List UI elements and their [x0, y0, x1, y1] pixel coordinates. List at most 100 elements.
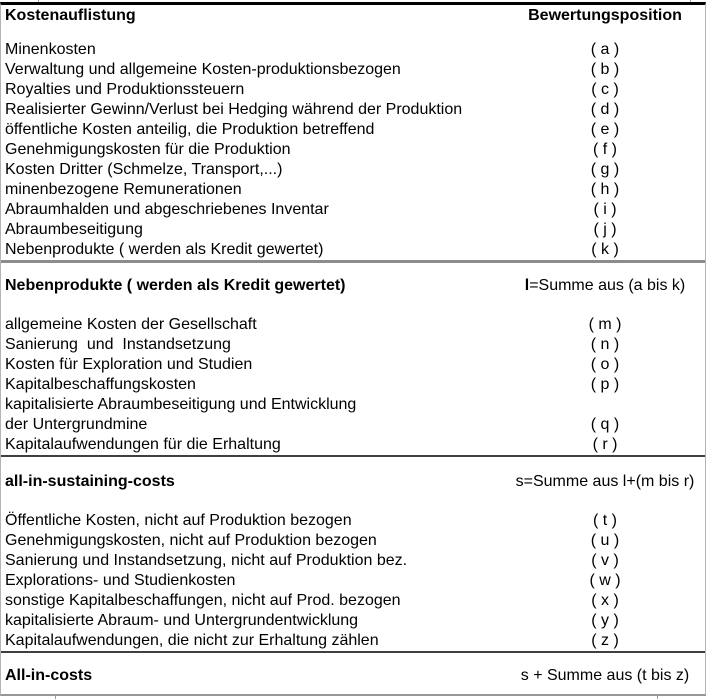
position-code: ( g ): [590, 161, 620, 178]
table-row: allgemeine Kosten der Gesellschaft ( m ): [1, 315, 705, 335]
column-header-bewertungsposition: Bewertungsposition: [528, 7, 682, 24]
table-row: Verwaltung und allgemeine Kosten-produkt…: [1, 60, 705, 80]
position-code: ( p ): [590, 376, 620, 393]
position-code: ( d ): [590, 101, 620, 118]
table-row: kapitalisierte Abraumbeseitigung und Ent…: [1, 395, 705, 415]
position-code: ( t ): [593, 512, 617, 529]
row-label: Kosten Dritter (Schmelze, Transport,...): [5, 161, 283, 178]
row-label: Kapitalaufwendungen für die Erhaltung: [5, 436, 281, 453]
table-row: Öffentliche Kosten, nicht auf Produktion…: [1, 511, 705, 531]
position-code: ( j ): [593, 221, 617, 238]
row-label: Sanierung und Instandsetzung: [5, 336, 231, 353]
section-divider: [1, 260, 705, 263]
table-row: Realisierter Gewinn/Verlust bei Hedging …: [1, 100, 705, 120]
row-label: der Untergrundmine: [5, 416, 148, 433]
row-label: Sanierung und Instandsetzung, nicht auf …: [5, 552, 408, 569]
spacer: [1, 457, 705, 471]
section-divider: [1, 651, 705, 653]
row-label: Explorations- und Studienkosten: [5, 572, 236, 589]
position-code: ( b ): [590, 61, 620, 78]
position-code: ( r ): [592, 436, 618, 453]
gridline-tick: [657, 696, 658, 699]
position-code: ( f ): [593, 141, 617, 158]
table-row: Sanierung und Instandsetzung, nicht auf …: [1, 551, 705, 571]
row-label: sonstige Kapitalbeschaffungen, nicht auf…: [5, 592, 401, 609]
position-code: ( z ): [591, 632, 619, 649]
row-label: kapitalisierte Abraumbeseitigung und Ent…: [5, 396, 357, 413]
table-row: Nebenprodukte ( werden als Kredit gewert…: [1, 240, 705, 260]
table-row: Kapitalaufwendungen, die nicht zur Erhal…: [1, 631, 705, 651]
row-label: Abraumbeseitigung: [5, 221, 143, 238]
spacer: [1, 26, 705, 40]
position-code: ( n ): [590, 336, 620, 353]
row-label: minenbezogene Remunerationen: [5, 181, 242, 198]
row-label: allgemeine Kosten der Gesellschaft: [5, 316, 257, 333]
table-header-row: Kostenauflistung Bewertungsposition: [1, 5, 705, 26]
table-row: Abraumbeseitigung ( j ): [1, 220, 705, 240]
summary-value-text: s=Summe aus l+(m bis r): [515, 473, 695, 490]
spacer: [1, 493, 705, 511]
row-label: Genehmigungskosten für die Produktion: [5, 141, 291, 158]
row-label: Nebenprodukte ( werden als Kredit gewert…: [5, 241, 324, 258]
table-row: Explorations- und Studienkosten ( w ): [1, 571, 705, 591]
gridline-tick: [55, 696, 56, 699]
summary-value-symbol: l: [524, 277, 530, 294]
table-row: Kosten Dritter (Schmelze, Transport,...)…: [1, 160, 705, 180]
position-code: ( h ): [590, 181, 620, 198]
row-label: Verwaltung und allgemeine Kosten-produkt…: [5, 61, 401, 78]
row-label: Minenkosten: [5, 41, 96, 58]
spacer: [1, 653, 705, 665]
column-header-kostenauflistung: Kostenauflistung: [5, 7, 136, 24]
summary-value-text: =Summe aus (a bis k): [529, 277, 686, 294]
summary-value-text: s + Summe aus (t bis z): [520, 667, 690, 684]
table-row: Minenkosten ( a ): [1, 40, 705, 60]
table-row: kapitalisierte Abraum- und Untergrundent…: [1, 611, 705, 631]
summary-value: s + Summe aus (t bis z): [505, 665, 705, 687]
row-label: Kapitalbeschaffungskosten: [5, 376, 196, 393]
row-label: Kapitalaufwendungen, die nicht zur Erhal…: [5, 632, 379, 649]
position-code: ( e ): [590, 121, 620, 138]
table-row: Genehmigungskosten, nicht auf Produktion…: [1, 531, 705, 551]
gridline-tick: [690, 0, 691, 2]
table-row: Sanierung und Instandsetzung ( n ): [1, 335, 705, 355]
summary-label: all-in-sustaining-costs: [5, 473, 175, 490]
position-code: ( a ): [590, 41, 620, 58]
position-code: ( v ): [591, 552, 619, 569]
table-row: minenbezogene Remunerationen ( h ): [1, 180, 705, 200]
position-code: ( q ): [590, 416, 620, 433]
summary-value: s=Summe aus l+(m bis r): [505, 471, 705, 493]
row-label: kapitalisierte Abraum- und Untergrundent…: [5, 612, 359, 629]
table-row: der Untergrundmine ( q ): [1, 415, 705, 435]
row-label: Realisierter Gewinn/Verlust bei Hedging …: [5, 101, 463, 118]
gridline-tick: [38, 0, 39, 2]
position-code: ( x ): [591, 592, 619, 609]
summary-value: l=Summe aus (a bis k): [505, 275, 705, 297]
table-row: Genehmigungskosten für die Produktion ( …: [1, 140, 705, 160]
section-summary-row: Nebenprodukte ( werden als Kredit gewert…: [1, 275, 705, 297]
table-row: Royalties und Produktionssteuern ( c ): [1, 80, 705, 100]
table-row: Abraumhalden und abgeschriebenes Inventa…: [1, 200, 705, 220]
row-label: Öffentliche Kosten, nicht auf Produktion…: [5, 512, 352, 529]
position-code: ( w ): [589, 572, 621, 589]
spacer: [1, 297, 705, 315]
position-code: ( o ): [590, 356, 620, 373]
row-label: Genehmigungskosten, nicht auf Produktion…: [5, 532, 377, 549]
position-code: ( u ): [590, 532, 620, 549]
row-label: öffentliche Kosten anteilig, die Produkt…: [5, 121, 375, 138]
position-code: ( y ): [591, 612, 619, 629]
position-code: ( m ): [588, 316, 622, 333]
table-row: öffentliche Kosten anteilig, die Produkt…: [1, 120, 705, 140]
table-row: Kapitalbeschaffungskosten ( p ): [1, 375, 705, 395]
section-summary-row: All-in-costs s + Summe aus (t bis z): [1, 665, 705, 687]
table-row: Kapitalaufwendungen für die Erhaltung ( …: [1, 435, 705, 455]
row-label: Abraumhalden und abgeschriebenes Inventa…: [5, 201, 329, 218]
section-divider: [1, 455, 705, 457]
summary-label: All-in-costs: [5, 667, 93, 684]
spacer: [1, 263, 705, 275]
section-summary-row: all-in-sustaining-costs s=Summe aus l+(m…: [1, 471, 705, 493]
position-code: ( i ): [593, 201, 617, 218]
position-code: ( k ): [591, 241, 619, 258]
summary-label: Nebenprodukte ( werden als Kredit gewert…: [5, 277, 346, 294]
